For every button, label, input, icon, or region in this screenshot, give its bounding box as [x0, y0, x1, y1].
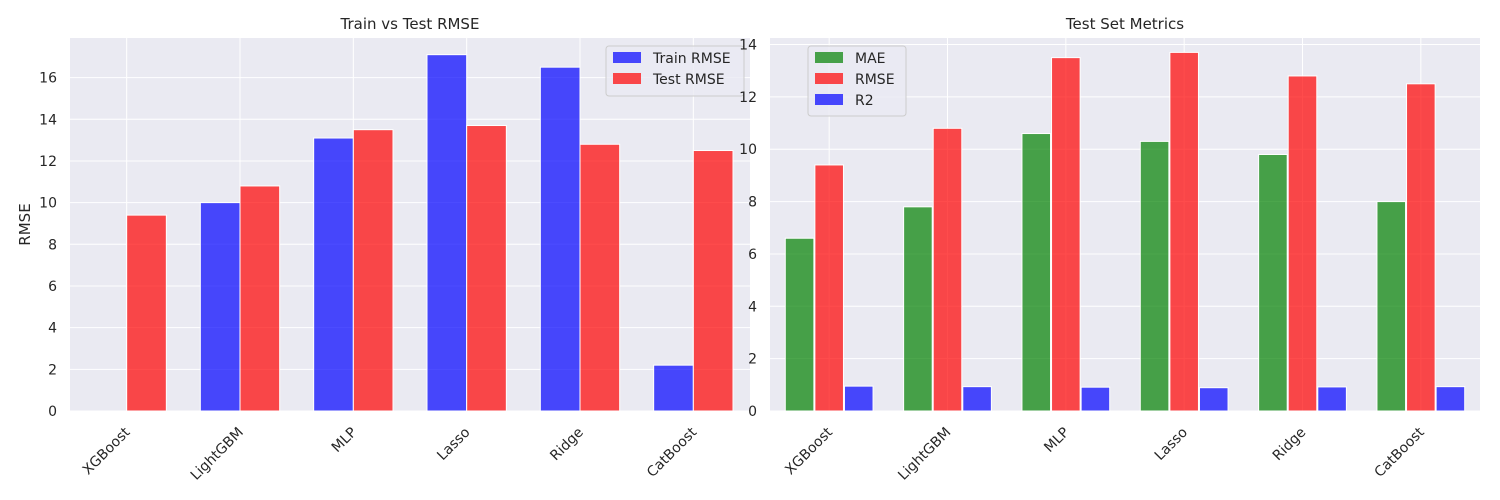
x-tick-label: Ridge [547, 425, 587, 465]
bar-train-rmse-lasso [426, 54, 468, 412]
x-tick-label: XGBoost [80, 424, 134, 478]
bar-test-rmse-mlp [352, 129, 394, 412]
y-tick-label: 2 [48, 362, 57, 378]
bar-mae-ridge [1258, 153, 1288, 412]
legend-swatch-mae [815, 52, 843, 63]
chart-title: Train vs Test RMSE [340, 15, 480, 33]
bar-r2-lightgbm [962, 386, 992, 412]
bar-train-rmse-catboost [653, 364, 694, 412]
legend-label-r2: R2 [855, 93, 874, 109]
legend-label-test-rmse: Test RMSE [652, 72, 725, 88]
x-tick-label: Lasso [434, 425, 473, 464]
bar-test-rmse-xgboost [126, 214, 167, 412]
x-tick-label: MLP [1041, 425, 1072, 456]
bar-train-rmse-ridge [539, 66, 581, 412]
legend-label-train-rmse: Train RMSE [652, 51, 731, 67]
x-tick-label: Ridge [1270, 425, 1310, 465]
y-tick-label: 8 [48, 237, 57, 253]
chart-train-vs-test-rmse: 0 2 4 6 8 10 12 14 16 XGBoost LightGBM MLP Lasso Ridg… [16, 15, 750, 484]
y-tick-label: 10 [739, 142, 757, 158]
bar-test-rmse-lasso [466, 125, 507, 412]
y-tick-label: 0 [748, 404, 757, 420]
x-tick-label: CatBoost [644, 424, 700, 480]
y-tick-label: 6 [748, 247, 757, 263]
bar-rmse-mlp [1051, 57, 1081, 412]
bar-mae-xgboost [784, 237, 815, 412]
y-tick-label: 12 [39, 154, 57, 170]
y-tick-label: 14 [39, 112, 57, 128]
x-tick-label: MLP [329, 425, 360, 456]
y-tick-label: 6 [48, 279, 57, 295]
legend-label-rmse: RMSE [855, 72, 895, 88]
bar-test-rmse-lightgbm [239, 185, 281, 412]
chart-test-set-metrics: 0 2 4 6 8 10 12 14 XGBoost LightGBM MLP Lasso Ridge C… [739, 15, 1480, 484]
y-tick-label: 4 [748, 299, 757, 315]
legend: MAE RMSE R2 [807, 45, 907, 117]
y-tick-label: 14 [739, 38, 757, 54]
bar-rmse-lightgbm [932, 127, 963, 412]
y-tick-label: 0 [48, 404, 57, 420]
bar-rmse-ridge [1287, 75, 1318, 412]
y-tick-label: 12 [739, 90, 757, 106]
y-tick-label: 8 [748, 195, 757, 211]
legend-swatch-r2 [815, 94, 843, 105]
chart-title: Test Set Metrics [1065, 15, 1184, 33]
y-tick-label: 4 [48, 321, 57, 337]
legend-label-mae: MAE [855, 51, 886, 67]
bar-r2-ridge [1317, 386, 1347, 412]
plot-background [70, 38, 750, 411]
bar-train-rmse-mlp [313, 137, 354, 412]
legend-swatch-train-rmse [613, 52, 641, 63]
legend-swatch-rmse [815, 73, 843, 84]
bar-r2-catboost [1435, 386, 1466, 412]
y-tick-label: 16 [39, 71, 57, 87]
bar-r2-xgboost [843, 385, 874, 412]
bar-mae-lasso [1139, 140, 1170, 412]
bar-mae-lightgbm [903, 206, 933, 412]
y-tick-label: 10 [39, 196, 57, 212]
bar-rmse-catboost [1406, 83, 1436, 412]
bar-r2-lasso [1198, 387, 1229, 412]
y-tick-label: 2 [748, 352, 757, 368]
x-tick-label: Lasso [1152, 425, 1191, 464]
x-tick-label: CatBoost [1372, 424, 1428, 480]
y-axis-label: RMSE [16, 203, 34, 245]
bar-train-rmse-lightgbm [199, 202, 241, 412]
bar-mae-mlp [1021, 133, 1052, 412]
bar-test-rmse-ridge [579, 143, 621, 412]
bar-rmse-xgboost [814, 164, 844, 412]
bar-rmse-lasso [1169, 51, 1199, 412]
legend: Train RMSE Test RMSE [605, 45, 745, 97]
legend-swatch-test-rmse [613, 73, 641, 84]
x-tick-label: XGBoost [782, 424, 836, 478]
x-tick-label: LightGBM [895, 425, 954, 484]
x-tick-label: LightGBM [188, 425, 247, 484]
bar-test-rmse-catboost [692, 150, 734, 412]
bar-mae-catboost [1376, 201, 1407, 412]
bar-r2-mlp [1080, 386, 1111, 412]
